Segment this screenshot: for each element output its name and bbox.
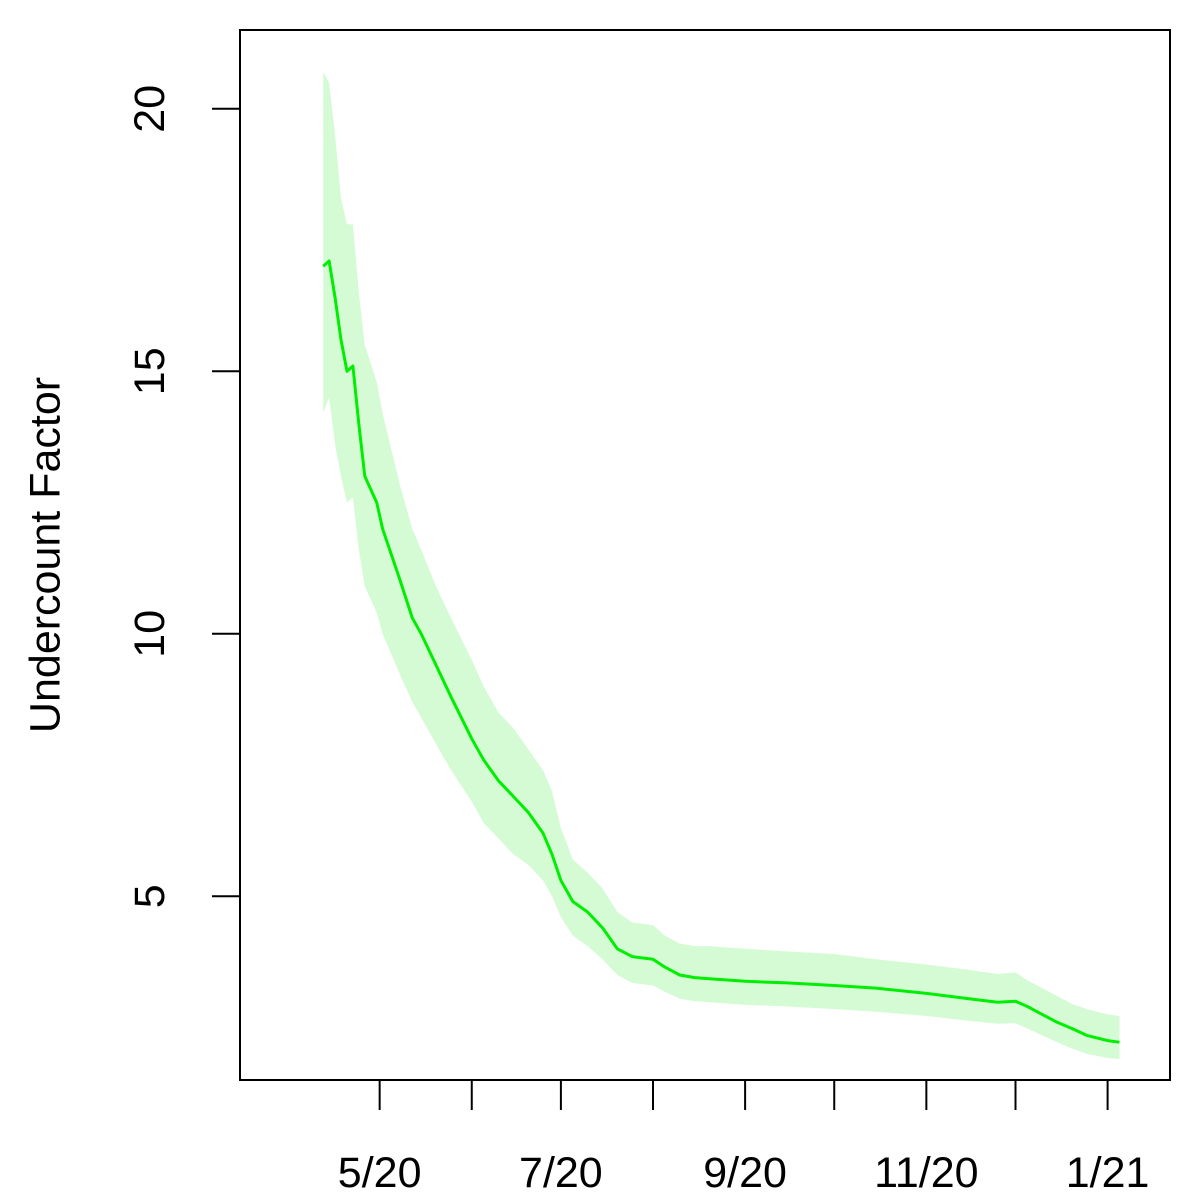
series-line-layer bbox=[322, 259, 1120, 1044]
y-tick-label: 10 bbox=[126, 610, 174, 658]
x-tick-label: 11/20 bbox=[874, 1149, 978, 1197]
y-tick-label: 15 bbox=[126, 347, 174, 395]
plot-frame bbox=[239, 29, 1171, 1081]
series-line bbox=[322, 259, 1120, 1044]
x-tick-label: 7/20 bbox=[519, 1149, 603, 1197]
x-tick-label: 9/20 bbox=[703, 1149, 787, 1197]
y-axis: 5 10 15 20 bbox=[126, 85, 240, 908]
y-axis-title: Undercount Factor bbox=[21, 377, 69, 733]
confidence-band bbox=[323, 72, 1120, 1059]
x-tick-label: 5/20 bbox=[338, 1149, 422, 1197]
confidence-band-layer bbox=[323, 72, 1120, 1059]
y-tick-label: 5 bbox=[126, 884, 174, 908]
y-tick-label: 20 bbox=[126, 85, 174, 133]
x-axis: 5/20 7/20 9/20 11/20 1/21 bbox=[338, 1080, 1150, 1197]
x-tick-label: 1/21 bbox=[1066, 1149, 1150, 1197]
